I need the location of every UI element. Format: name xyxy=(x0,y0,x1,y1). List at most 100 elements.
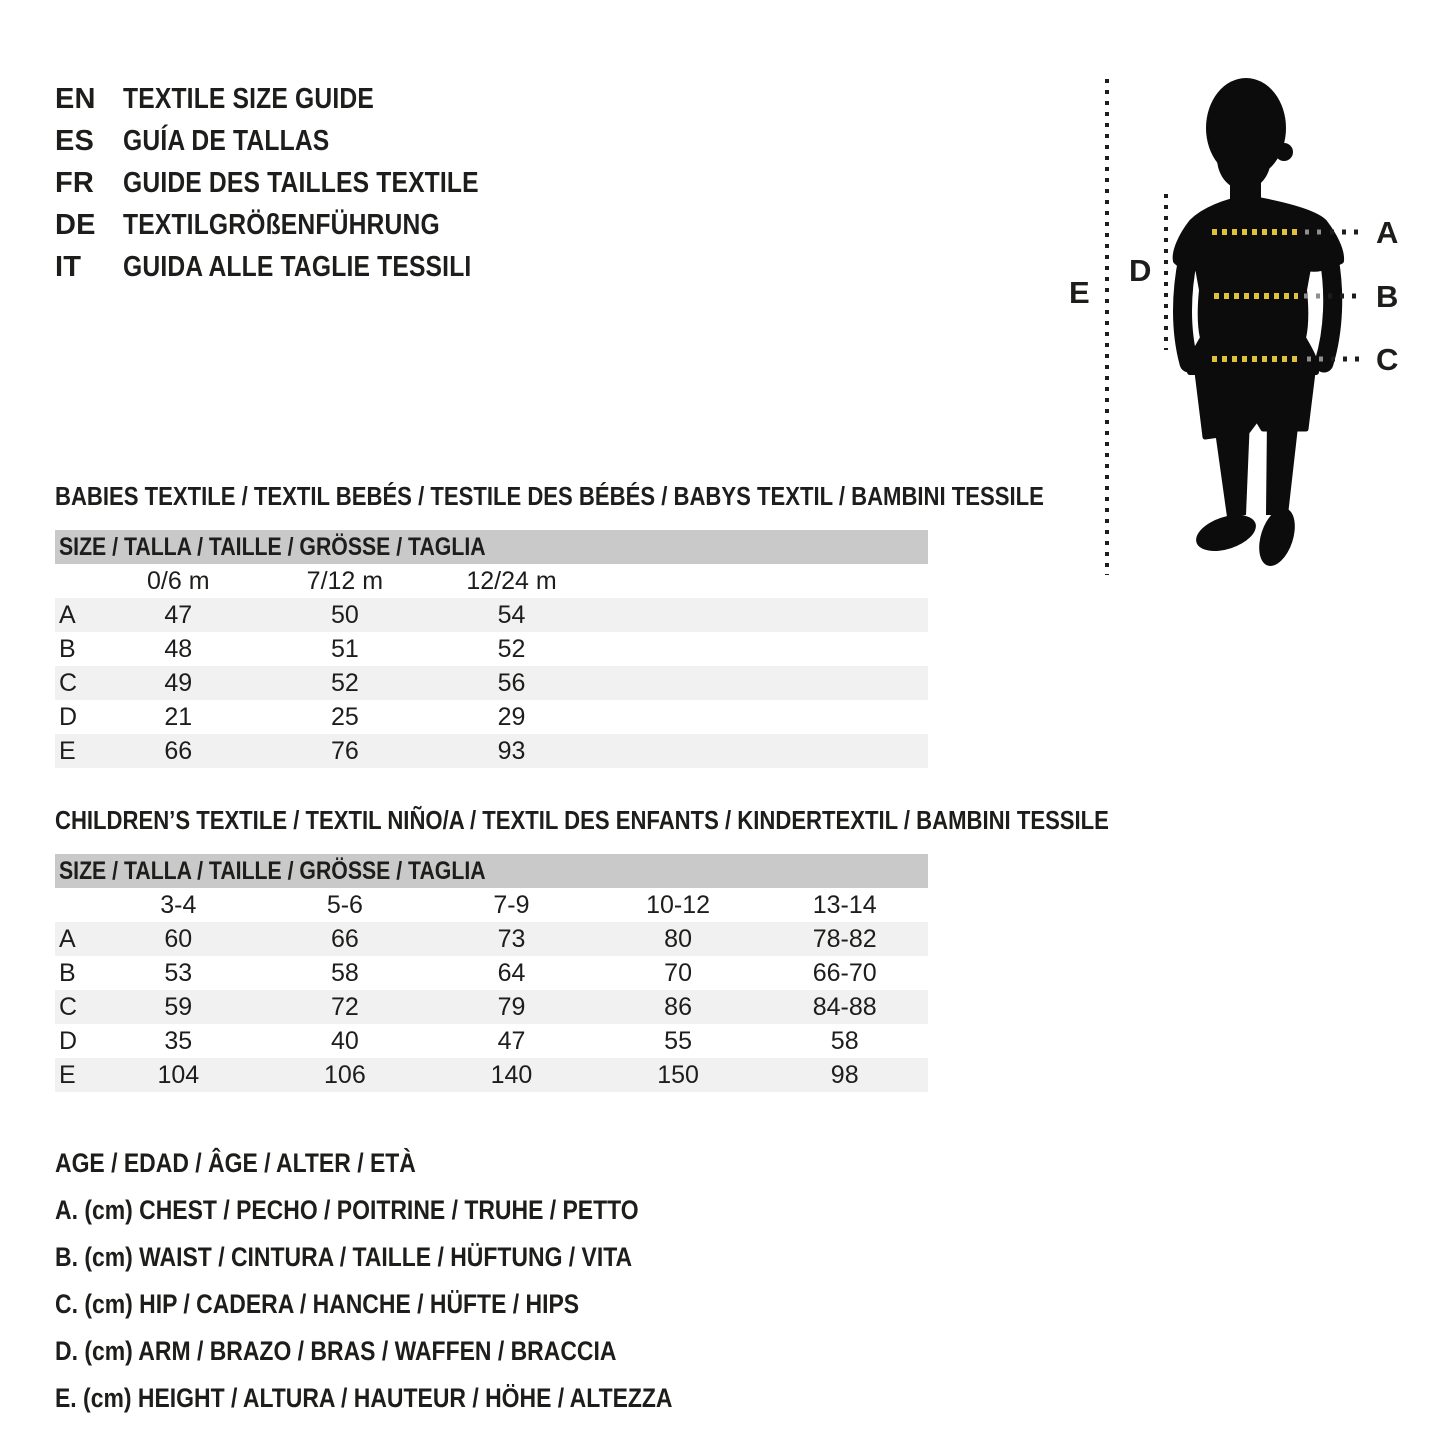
size-cell: 64 xyxy=(497,958,526,987)
babies-section-title: BABIES TEXTILE / TEXTIL BEBÉS / TESTILE … xyxy=(55,481,1044,511)
language-row-it: IT GUIDA ALLE TAGLIE TESSILI xyxy=(55,246,542,288)
size-cell: 72 xyxy=(261,990,429,1024)
row-label: B xyxy=(59,958,76,987)
measurement-legend: AGE / EDAD / ÂGE / ALTER / ETÀ A. (cm) C… xyxy=(55,1140,781,1422)
size-cell: 80 xyxy=(594,922,762,956)
size-header-bar: SIZE / TALLA / TAILLE / GRÖSSE / TAGLIA xyxy=(55,530,929,564)
language-code: FR xyxy=(55,166,95,199)
column-header-row: 0/6 m 7/12 m 12/24 m xyxy=(55,564,928,598)
table-row-a: A 47 50 54 xyxy=(55,598,929,632)
guide-title: TEXTILGRÖßENFÜHRUNG xyxy=(123,208,440,241)
legend-age: AGE / EDAD / ÂGE / ALTER / ETÀ xyxy=(55,1148,416,1178)
table-row-e: E 104 106 140 150 98 xyxy=(55,1058,929,1092)
label-c: C xyxy=(1376,342,1398,377)
size-cell: 98 xyxy=(761,1058,929,1092)
child-measurement-diagram: A B C D E xyxy=(1069,78,1398,575)
legend-hip: C. (cm) HIP / CADERA / HANCHE / HÜFTE / … xyxy=(55,1289,580,1319)
children-size-table: SIZE / TALLA / TAILLE / GRÖSSE / TAGLIA … xyxy=(55,854,929,1092)
size-cell: 78-82 xyxy=(761,922,929,956)
size-cell: 66 xyxy=(261,922,429,956)
guide-title: TEXTILE SIZE GUIDE xyxy=(123,82,374,115)
language-code: IT xyxy=(55,250,82,283)
language-code: DE xyxy=(55,208,96,241)
size-cell: 52 xyxy=(497,634,526,663)
children-section-title: CHILDREN’S TEXTILE / TEXTIL NIÑO/A / TEX… xyxy=(55,805,1109,835)
row-label: C xyxy=(55,666,95,700)
table-row-a: A 60 66 73 80 78-82 xyxy=(55,922,929,956)
size-cell: 79 xyxy=(428,990,595,1024)
babies-size-table: SIZE / TALLA / TAILLE / GRÖSSE / TAGLIA … xyxy=(55,530,929,768)
column-header: 12/24 m xyxy=(466,566,557,595)
language-code: ES xyxy=(55,124,95,157)
guide-title: GUIDA ALLE TAGLIE TESSILI xyxy=(123,250,472,283)
size-header-bar: SIZE / TALLA / TAILLE / GRÖSSE / TAGLIA xyxy=(55,854,929,888)
size-header-label: SIZE / TALLA / TAILLE / GRÖSSE / TAGLIA xyxy=(59,532,486,561)
size-cell: 70 xyxy=(664,958,692,987)
size-cell: 106 xyxy=(261,1058,429,1092)
table-row-b: B 53 58 64 70 66-70 xyxy=(55,956,928,990)
guide-title: GUÍA DE TALLAS xyxy=(123,124,330,157)
size-cell: 150 xyxy=(594,1058,762,1092)
row-label: D xyxy=(59,702,78,731)
size-cell: 58 xyxy=(330,958,359,987)
table-row-c: C 49 52 56 xyxy=(55,666,929,700)
column-header: 13-14 xyxy=(812,890,877,919)
size-cell: 66-70 xyxy=(812,958,877,987)
language-row-fr: FR GUIDE DES TAILLES TEXTILE xyxy=(55,162,542,204)
table-row-c: C 59 72 79 86 84-88 xyxy=(55,990,929,1024)
legend-chest: A. (cm) CHEST / PECHO / POITRINE / TRUHE… xyxy=(55,1195,639,1225)
column-header: 7/12 m xyxy=(306,566,384,595)
size-cell: 140 xyxy=(428,1058,595,1092)
size-cell: 59 xyxy=(95,990,262,1024)
size-cell: 52 xyxy=(261,666,429,700)
size-cell: 51 xyxy=(330,634,359,663)
table-row-b: B 48 51 52 xyxy=(55,632,928,666)
guide-title: GUIDE DES TAILLES TEXTILE xyxy=(123,166,479,199)
row-label: E xyxy=(55,1058,95,1092)
size-cell: 84-88 xyxy=(761,990,929,1024)
size-cell: 66 xyxy=(95,734,262,768)
column-header-row: 3-4 5-6 7-9 10-12 13-14 xyxy=(55,888,928,922)
row-label: C xyxy=(55,990,95,1024)
size-cell: 56 xyxy=(428,666,595,700)
language-row-es: ES GUÍA DE TALLAS xyxy=(55,120,542,162)
language-title-list: EN TEXTILE SIZE GUIDE ES GUÍA DE TALLAS … xyxy=(55,78,542,288)
size-header-label: SIZE / TALLA / TAILLE / GRÖSSE / TAGLIA xyxy=(59,856,486,885)
size-cell: 49 xyxy=(95,666,262,700)
label-b: B xyxy=(1376,279,1398,314)
column-header: 3-4 xyxy=(160,890,197,919)
size-cell: 48 xyxy=(164,634,193,663)
row-label: D xyxy=(59,1026,78,1055)
size-cell: 60 xyxy=(95,922,262,956)
column-header: 5-6 xyxy=(326,890,363,919)
column-header: 10-12 xyxy=(646,890,711,919)
label-d: D xyxy=(1129,253,1151,288)
table-row-d: D 21 25 29 xyxy=(55,700,928,734)
size-cell: 54 xyxy=(428,598,595,632)
column-header: 7-9 xyxy=(493,890,530,919)
legend-height: E. (cm) HEIGHT / ALTURA / HAUTEUR / HÖHE… xyxy=(55,1383,673,1413)
size-cell: 35 xyxy=(164,1026,193,1055)
child-silhouette xyxy=(1172,78,1345,566)
size-cell: 93 xyxy=(428,734,595,768)
legend-waist: B. (cm) WAIST / CINTURA / TAILLE / HÜFTU… xyxy=(55,1242,633,1272)
language-row-en: EN TEXTILE SIZE GUIDE xyxy=(55,78,542,120)
column-header: 0/6 m xyxy=(147,566,210,595)
size-cell: 40 xyxy=(330,1026,359,1055)
size-cell: 73 xyxy=(428,922,595,956)
row-label: A xyxy=(55,598,95,632)
size-cell: 25 xyxy=(330,702,359,731)
language-row-de: DE TEXTILGRÖßENFÜHRUNG xyxy=(55,204,542,246)
size-cell: 21 xyxy=(164,702,193,731)
label-e: E xyxy=(1069,275,1090,310)
size-cell: 104 xyxy=(95,1058,262,1092)
size-cell: 29 xyxy=(497,702,526,731)
row-label: E xyxy=(55,734,95,768)
legend-arm: D. (cm) ARM / BRAZO / BRAS / WAFFEN / BR… xyxy=(55,1336,617,1366)
table-row-d: D 35 40 47 55 58 xyxy=(55,1024,928,1058)
size-cell: 86 xyxy=(594,990,762,1024)
language-code: EN xyxy=(55,82,96,115)
row-label: A xyxy=(55,922,95,956)
size-cell: 76 xyxy=(261,734,429,768)
size-cell: 53 xyxy=(164,958,193,987)
